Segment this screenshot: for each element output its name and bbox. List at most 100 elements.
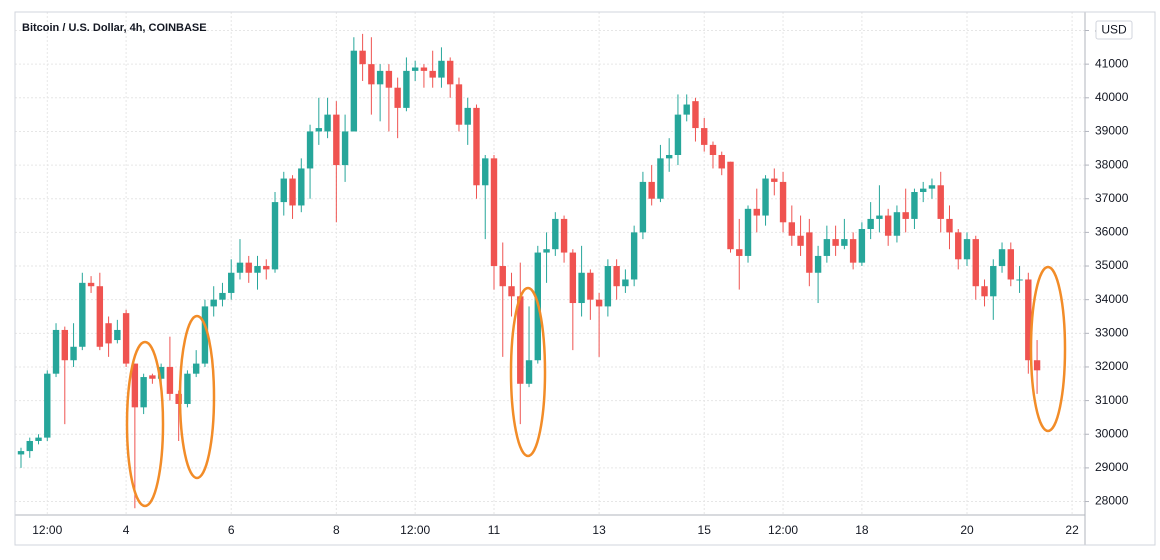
candle-body bbox=[263, 266, 270, 270]
candle-body bbox=[52, 329, 60, 374]
candle-body bbox=[928, 185, 936, 189]
x-tick-label: 22 bbox=[1065, 523, 1079, 537]
candle-body bbox=[920, 188, 927, 193]
candle-body bbox=[630, 232, 638, 280]
candle-body bbox=[692, 101, 699, 129]
candle-body bbox=[438, 60, 445, 78]
candle-body bbox=[543, 249, 550, 253]
x-tick-label: 18 bbox=[855, 523, 869, 537]
candle-body bbox=[473, 107, 480, 186]
candle-body bbox=[447, 60, 454, 85]
y-tick-label: 40000 bbox=[1095, 90, 1129, 104]
candle-body bbox=[552, 218, 559, 250]
candle-body bbox=[96, 286, 104, 347]
candle-body bbox=[569, 252, 577, 304]
candle-body bbox=[455, 84, 463, 125]
y-tick-label: 31000 bbox=[1095, 393, 1129, 407]
candle-body bbox=[499, 266, 506, 287]
candle-body bbox=[490, 158, 498, 267]
candle-body bbox=[359, 50, 366, 65]
candle-body bbox=[508, 286, 515, 297]
candle-body bbox=[727, 161, 734, 250]
candle-body bbox=[376, 70, 384, 85]
y-tick-label: 32000 bbox=[1095, 359, 1129, 373]
candle-body bbox=[122, 313, 130, 364]
candle-body bbox=[718, 154, 725, 169]
candle-body bbox=[578, 272, 585, 304]
candle-body bbox=[674, 114, 682, 155]
candle-body bbox=[298, 168, 305, 206]
currency-label[interactable]: USD bbox=[1101, 23, 1127, 37]
candle-body bbox=[955, 232, 962, 260]
candle-body bbox=[219, 292, 226, 300]
candle-body bbox=[525, 360, 533, 384]
candle-body bbox=[762, 178, 769, 216]
candle-body bbox=[884, 215, 892, 236]
candle-body bbox=[26, 440, 33, 452]
candle-body bbox=[595, 299, 603, 307]
candle-body bbox=[464, 107, 471, 125]
candle-body bbox=[893, 212, 901, 236]
candle-body bbox=[280, 178, 287, 203]
currency-badge[interactable] bbox=[1095, 20, 1133, 40]
candle-body bbox=[604, 266, 612, 307]
candle-body bbox=[333, 114, 340, 166]
candle-body bbox=[648, 181, 655, 199]
candle-body bbox=[858, 229, 866, 263]
candle-body bbox=[639, 181, 647, 233]
candles bbox=[17, 33, 1041, 509]
highlight-ellipse bbox=[178, 314, 216, 480]
highlight-ellipse bbox=[125, 340, 165, 508]
candle-body bbox=[394, 87, 401, 108]
candle-body bbox=[657, 158, 664, 199]
candle-body bbox=[201, 306, 209, 364]
candle-body bbox=[228, 272, 235, 293]
candle-body bbox=[420, 67, 428, 71]
x-tick-label: 20 bbox=[960, 523, 974, 537]
candle-body bbox=[192, 363, 200, 374]
candle-body bbox=[972, 239, 979, 287]
candle-body bbox=[1007, 249, 1014, 280]
candle-body bbox=[350, 50, 358, 132]
candle-body bbox=[990, 266, 997, 297]
candle-body bbox=[306, 131, 314, 169]
x-tick-label: 12:00 bbox=[400, 523, 430, 537]
x-tick-label: 12:00 bbox=[768, 523, 798, 537]
candle-body bbox=[157, 366, 165, 379]
candle-body bbox=[937, 185, 944, 219]
x-tick-label: 4 bbox=[123, 523, 130, 537]
candle-body bbox=[315, 128, 323, 132]
candle-body bbox=[823, 239, 831, 256]
candle-body bbox=[1033, 360, 1041, 371]
candle-body bbox=[245, 262, 252, 273]
candle-body bbox=[683, 104, 690, 115]
candle-body bbox=[771, 178, 778, 182]
x-tick-label: 6 bbox=[228, 523, 235, 537]
y-tick-label: 33000 bbox=[1095, 325, 1129, 339]
candle-body bbox=[385, 70, 393, 88]
candle-body bbox=[166, 366, 174, 394]
candle-body bbox=[17, 451, 25, 455]
candle-body bbox=[832, 239, 839, 246]
candle-body bbox=[175, 393, 182, 404]
x-tick-label: 8 bbox=[333, 523, 340, 537]
candle-body bbox=[998, 249, 1006, 267]
y-tick-label: 28000 bbox=[1095, 494, 1129, 508]
candle-body bbox=[35, 437, 42, 441]
candle-body bbox=[849, 239, 857, 263]
candle-body bbox=[779, 181, 787, 223]
candle-body bbox=[665, 154, 673, 159]
candle-body bbox=[911, 192, 918, 219]
candle-body bbox=[736, 249, 743, 256]
candle-body bbox=[613, 266, 620, 287]
candle-body bbox=[946, 218, 953, 233]
candle-body bbox=[744, 208, 752, 256]
candle-body bbox=[797, 235, 804, 246]
candle-body bbox=[560, 218, 568, 253]
y-tick-label: 41000 bbox=[1095, 56, 1129, 70]
candle-body bbox=[341, 131, 349, 166]
candle-body bbox=[701, 128, 708, 145]
candle-body bbox=[587, 272, 594, 300]
